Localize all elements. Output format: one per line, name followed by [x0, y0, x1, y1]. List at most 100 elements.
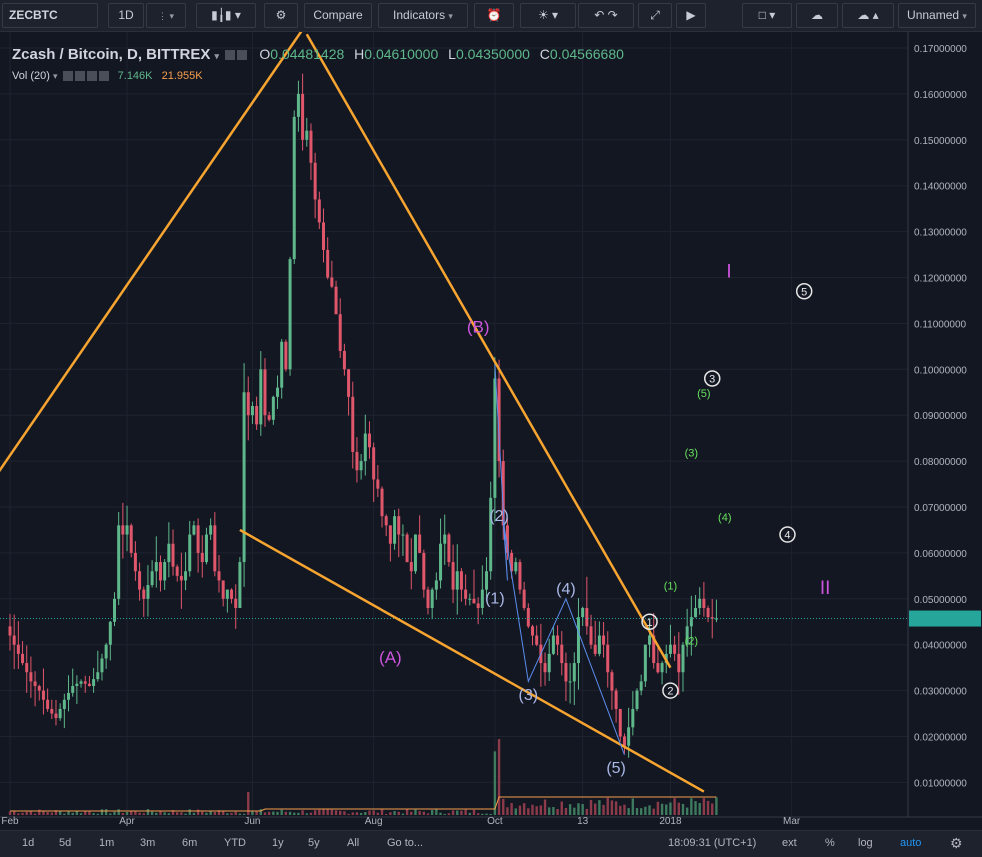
volume-bar [711, 803, 714, 815]
candle-body [564, 663, 568, 682]
volume-bar [176, 812, 179, 815]
settings-icon[interactable] [237, 50, 248, 61]
chevron-down-icon[interactable]: ▾ [214, 51, 220, 61]
candle-body [296, 93, 300, 117]
volume-bar [259, 809, 262, 815]
undo-redo-group[interactable]: ↶ ↷ [578, 3, 634, 28]
candle-body [342, 350, 346, 370]
x-tick-label: Aug [365, 816, 383, 827]
candle-body [209, 525, 213, 535]
range-5y[interactable]: 5y [308, 837, 320, 849]
range-1m[interactable]: 1m [99, 837, 115, 849]
chart-style-button[interactable]: ▮╽▮ ▾ [196, 3, 256, 28]
series-title[interactable]: Zcash / Bitcoin, D, BITTREX [12, 46, 211, 63]
candle-body [380, 488, 384, 517]
load-layout-button[interactable]: ☁ [796, 3, 838, 28]
y-tick-label: 0.04000000 [914, 641, 967, 652]
toggle-extended[interactable]: ext [782, 837, 797, 849]
candle-body [689, 617, 693, 627]
volume-bar [389, 812, 392, 815]
volume-bar [75, 810, 79, 815]
range-6m[interactable]: 6m [182, 837, 198, 849]
candle-body [41, 690, 45, 700]
volume-bar [247, 791, 250, 815]
candle-body [585, 607, 589, 627]
range-1y[interactable]: 1y [272, 837, 284, 849]
interval-dropdown[interactable]: ⋮ ▾ [146, 3, 186, 28]
candle-body [71, 686, 75, 693]
bottom-bar: 1d 5d 1m 3m 6m YTD 1y 5y All Go to... 18… [0, 830, 982, 857]
candle-body [518, 562, 522, 590]
volume-bar [656, 801, 660, 815]
volume-bar [8, 811, 12, 815]
candle-body [459, 571, 463, 590]
volume-bar [88, 811, 91, 815]
interval-button[interactable]: 1D [108, 3, 144, 28]
candle-body [363, 433, 367, 462]
volume-bar [251, 810, 254, 815]
candle-body [397, 516, 401, 535]
toggle-log[interactable]: log [858, 837, 873, 849]
indicators-button[interactable]: Indicators ▾ [378, 3, 468, 28]
chevron-down-icon[interactable]: ▾ [52, 71, 58, 81]
wave-path [494, 364, 625, 756]
volume-bar [121, 813, 125, 815]
volume-title[interactable]: Vol (20) [12, 70, 50, 82]
candle-body [92, 679, 96, 687]
symbol-search[interactable]: ZECBTC [2, 3, 98, 28]
close-icon[interactable] [98, 71, 109, 82]
layout-name-button[interactable]: Unnamed ▾ [898, 3, 976, 28]
range-ytd[interactable]: YTD [224, 837, 246, 849]
chart-area[interactable]: (B) (A) I II (1) (2) (3) (4) (5) (1) (2) (3) (4) (5) 1… [0, 32, 982, 832]
volume-bar [514, 808, 517, 815]
range-1d[interactable]: 1d [22, 837, 35, 849]
volume-bar [489, 813, 492, 815]
volume-bar [619, 805, 622, 815]
toggle-percent[interactable]: % [825, 837, 835, 849]
volume-bar [677, 802, 680, 815]
candle-body [104, 644, 108, 659]
replay-button[interactable]: ▶ [676, 3, 706, 28]
ideas-button[interactable]: ☀ ▾ [520, 3, 576, 28]
color-swatch-button[interactable]: □ ▾ [742, 3, 792, 28]
volume-bar [58, 810, 62, 815]
volume-ma-value: 21.955K [161, 70, 203, 82]
price-chart[interactable]: (B)(A)III(1)(2)(3)(4)(5)(1)(2)(3)(4)(5)1… [0, 32, 982, 832]
last-price-tag [909, 610, 981, 627]
candle-body [556, 635, 560, 645]
candle-body [409, 562, 413, 572]
volume-bar [209, 810, 212, 815]
toggle-auto[interactable]: auto [900, 837, 922, 849]
volume-bar [502, 798, 505, 815]
volume-bar [581, 804, 584, 815]
candle-body [67, 692, 71, 700]
volume-bar [435, 809, 438, 815]
x-tick-label: 2018 [659, 816, 682, 827]
save-layout-button[interactable]: ☁ ▴ [842, 3, 894, 28]
candle-body [96, 672, 100, 680]
settings-button[interactable]: ⚙ [264, 3, 298, 28]
volume-bar [17, 813, 20, 815]
volume-bar [347, 813, 350, 815]
volume-bar [460, 810, 463, 815]
range-3m[interactable]: 3m [140, 837, 156, 849]
range-all[interactable]: All [347, 837, 360, 849]
compare-button[interactable]: Compare [304, 3, 372, 28]
fullscreen-button[interactable]: ⤢ [638, 3, 672, 28]
eye-icon[interactable] [225, 50, 236, 61]
volume-bar [359, 812, 363, 815]
gear-icon[interactable]: ⚙ [950, 835, 963, 851]
alert-button[interactable]: ⏰ [474, 3, 514, 28]
plus-icon[interactable] [86, 71, 97, 82]
goto-date-button[interactable]: Go to... [387, 837, 424, 849]
volume-bar [589, 799, 593, 815]
volume-bar [117, 809, 120, 815]
chart-legend: Zcash / Bitcoin, D, BITTREX ▾ O0.0448142… [12, 46, 630, 63]
settings-icon[interactable] [74, 71, 85, 82]
range-5d[interactable]: 5d [59, 837, 72, 849]
eye-icon[interactable] [62, 71, 73, 82]
candle-body [204, 534, 208, 563]
candle-body [117, 525, 121, 599]
candle-body [547, 653, 551, 673]
circled-wave-label: 3 [709, 373, 715, 385]
